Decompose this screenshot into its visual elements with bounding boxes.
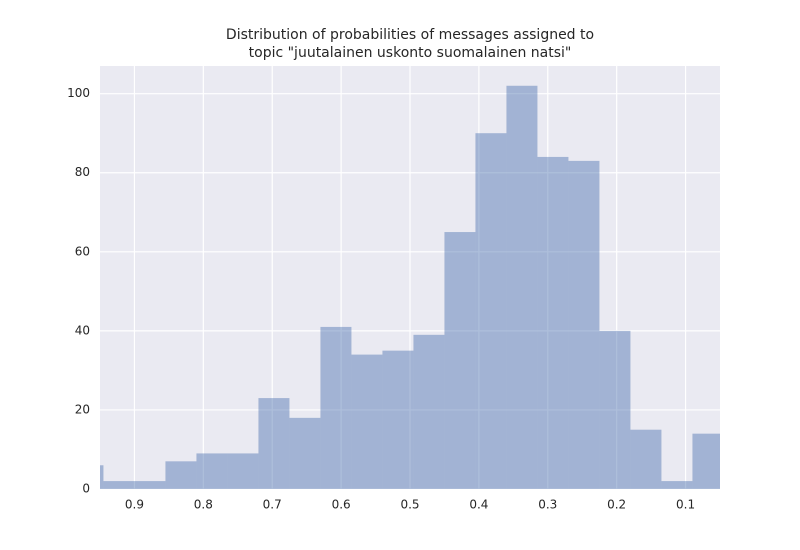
x-tick-label: 0.9 bbox=[125, 498, 144, 512]
bar bbox=[413, 334, 445, 489]
x-tick-label: 0.5 bbox=[400, 498, 419, 512]
bar bbox=[258, 398, 290, 489]
y-tick-label: 60 bbox=[75, 244, 90, 258]
bar bbox=[537, 156, 569, 489]
y-tick-label: 40 bbox=[75, 323, 90, 337]
bar bbox=[444, 232, 476, 489]
y-tick-label: 20 bbox=[75, 402, 90, 416]
bar bbox=[227, 453, 259, 489]
bar bbox=[289, 417, 321, 489]
bar bbox=[692, 433, 720, 489]
bar bbox=[661, 481, 693, 489]
bar bbox=[103, 481, 135, 489]
bar bbox=[196, 453, 228, 489]
bar bbox=[351, 354, 383, 489]
bar bbox=[599, 330, 631, 489]
bars bbox=[100, 85, 720, 489]
grid bbox=[100, 66, 720, 490]
chart-title: Distribution of probabilities of message… bbox=[226, 27, 594, 43]
x-tick-label: 0.7 bbox=[263, 498, 282, 512]
x-tick-label: 0.6 bbox=[332, 498, 351, 512]
x-tick-label: 0.2 bbox=[607, 498, 626, 512]
y-tick-label: 100 bbox=[67, 86, 90, 100]
x-tick-label: 0.1 bbox=[676, 498, 695, 512]
x-tick-label: 0.4 bbox=[469, 498, 488, 512]
bar bbox=[475, 133, 507, 489]
x-tick-label: 0.8 bbox=[194, 498, 213, 512]
bar bbox=[568, 160, 600, 489]
bar bbox=[630, 429, 662, 489]
bar bbox=[320, 326, 352, 489]
x-tick-label: 0.3 bbox=[538, 498, 557, 512]
bar bbox=[100, 465, 104, 489]
y-tick-label: 0 bbox=[82, 482, 90, 496]
bar bbox=[134, 481, 166, 489]
chart-title: topic "juutalainen uskonto suomalainen n… bbox=[249, 45, 572, 61]
bar bbox=[165, 461, 197, 489]
bar bbox=[506, 85, 538, 489]
bar bbox=[382, 350, 414, 489]
y-tick-label: 80 bbox=[75, 165, 90, 179]
